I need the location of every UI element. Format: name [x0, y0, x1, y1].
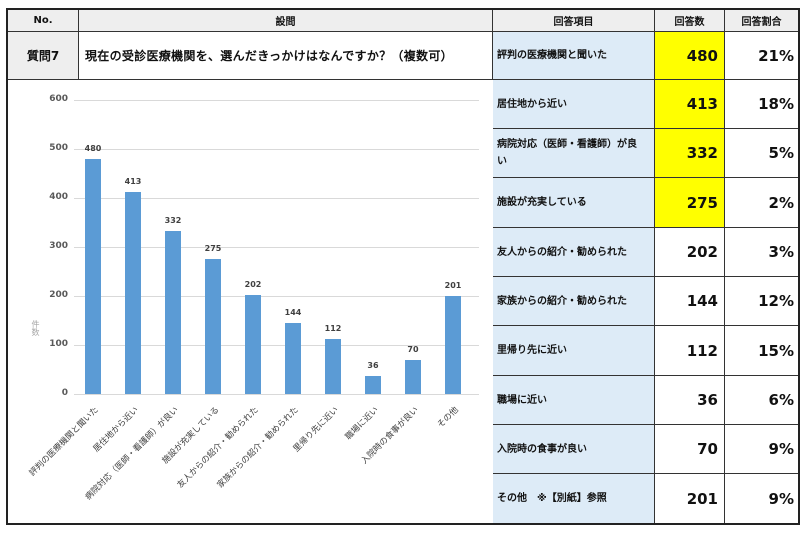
y-tick-label: 500 — [49, 143, 68, 153]
gridline — [74, 198, 479, 199]
answer-ratio: 18% — [725, 80, 798, 129]
answer-count: 202 — [655, 228, 725, 277]
question-text: 現在の受診医療機関を、選んだきっかけはなんですか？（複数可） — [79, 32, 493, 80]
bar — [365, 376, 381, 394]
x-tick-label: 家族からの紹介・勧められた — [216, 405, 302, 491]
answer-count: 480 — [655, 32, 725, 80]
y-tick-label: 100 — [49, 339, 68, 349]
bar — [405, 359, 421, 394]
answer-count: 36 — [655, 376, 725, 425]
gridline — [74, 247, 479, 248]
answer-item-label: 居住地から近い — [493, 80, 655, 129]
bar-value-label: 70 — [407, 344, 419, 354]
bar-value-label: 332 — [164, 216, 182, 226]
y-tick-label: 600 — [49, 94, 68, 104]
bar — [125, 191, 141, 394]
bar-value-label: 202 — [244, 280, 262, 290]
answer-item-label: 里帰り先に近い — [493, 326, 655, 376]
x-tick-label: その他 — [436, 405, 462, 431]
bar — [445, 295, 461, 394]
bar — [85, 158, 101, 394]
header-question: 設問 — [79, 10, 493, 32]
y-axis-label: 件数 — [31, 320, 40, 336]
gridline — [74, 149, 479, 150]
answer-item-label: 友人からの紹介・勧められた — [493, 228, 655, 277]
x-tick-label: 職場に近い — [344, 405, 382, 443]
y-tick-label: 200 — [49, 290, 68, 300]
y-tick-label: 400 — [49, 192, 68, 202]
gridline — [74, 345, 479, 346]
answer-count: 275 — [655, 178, 725, 228]
answer-count: 112 — [655, 326, 725, 376]
bar-value-label: 413 — [124, 176, 142, 186]
answer-count: 201 — [655, 474, 725, 523]
answer-ratio: 9% — [725, 474, 798, 523]
x-tick-label: 評判の医療機関と聞いた — [28, 405, 102, 479]
answer-count: 332 — [655, 129, 725, 178]
answer-item-label: 職場に近い — [493, 376, 655, 425]
bar-value-label: 36 — [367, 361, 379, 371]
survey-table — [6, 8, 800, 525]
answer-item-label: 入院時の食事が良い — [493, 425, 655, 474]
bar — [245, 295, 261, 394]
header-answer-item: 回答項目 — [493, 10, 655, 32]
y-tick-label: 0 — [61, 388, 68, 398]
bar — [165, 231, 181, 394]
header-count: 回答数 — [655, 10, 725, 32]
answer-ratio: 12% — [725, 277, 798, 326]
answer-ratio: 15% — [725, 326, 798, 376]
bar — [285, 323, 301, 394]
answer-ratio: 2% — [725, 178, 798, 228]
header-no: No. — [8, 10, 79, 32]
answer-count: 413 — [655, 80, 725, 129]
answer-ratio: 3% — [725, 228, 798, 277]
answer-item-label: 施設が充実している — [493, 178, 655, 228]
gridline — [74, 394, 479, 395]
answer-item-label: その他 ※【別紙】参照 — [493, 474, 655, 523]
bar-value-label: 275 — [204, 244, 222, 254]
answer-ratio: 9% — [725, 425, 798, 474]
gridline — [74, 100, 479, 101]
answer-item-label: 病院対応（医師・看護師）が良い — [493, 129, 655, 178]
question-number: 質問7 — [8, 32, 79, 80]
bar-value-label: 480 — [84, 143, 102, 153]
gridline — [74, 296, 479, 297]
answer-ratio: 6% — [725, 376, 798, 425]
answer-count: 70 — [655, 425, 725, 474]
answer-item-label: 家族からの紹介・勧められた — [493, 277, 655, 326]
bar — [325, 339, 341, 394]
y-tick-label: 300 — [49, 241, 68, 251]
answer-ratio: 5% — [725, 129, 798, 178]
answer-count: 144 — [655, 277, 725, 326]
bar-value-label: 144 — [284, 308, 302, 318]
answer-item-label: 評判の医療機関と聞いた — [493, 32, 655, 80]
bar-value-label: 201 — [444, 280, 462, 290]
bar-value-label: 112 — [324, 324, 342, 334]
bar-chart: 件数 0 100 200 300 400 500 600 480 評判の医療機関と聞いた 413 居… — [8, 80, 492, 523]
header-ratio: 回答割合 — [725, 10, 798, 32]
bar — [205, 259, 221, 394]
answer-ratio: 21% — [725, 32, 798, 80]
